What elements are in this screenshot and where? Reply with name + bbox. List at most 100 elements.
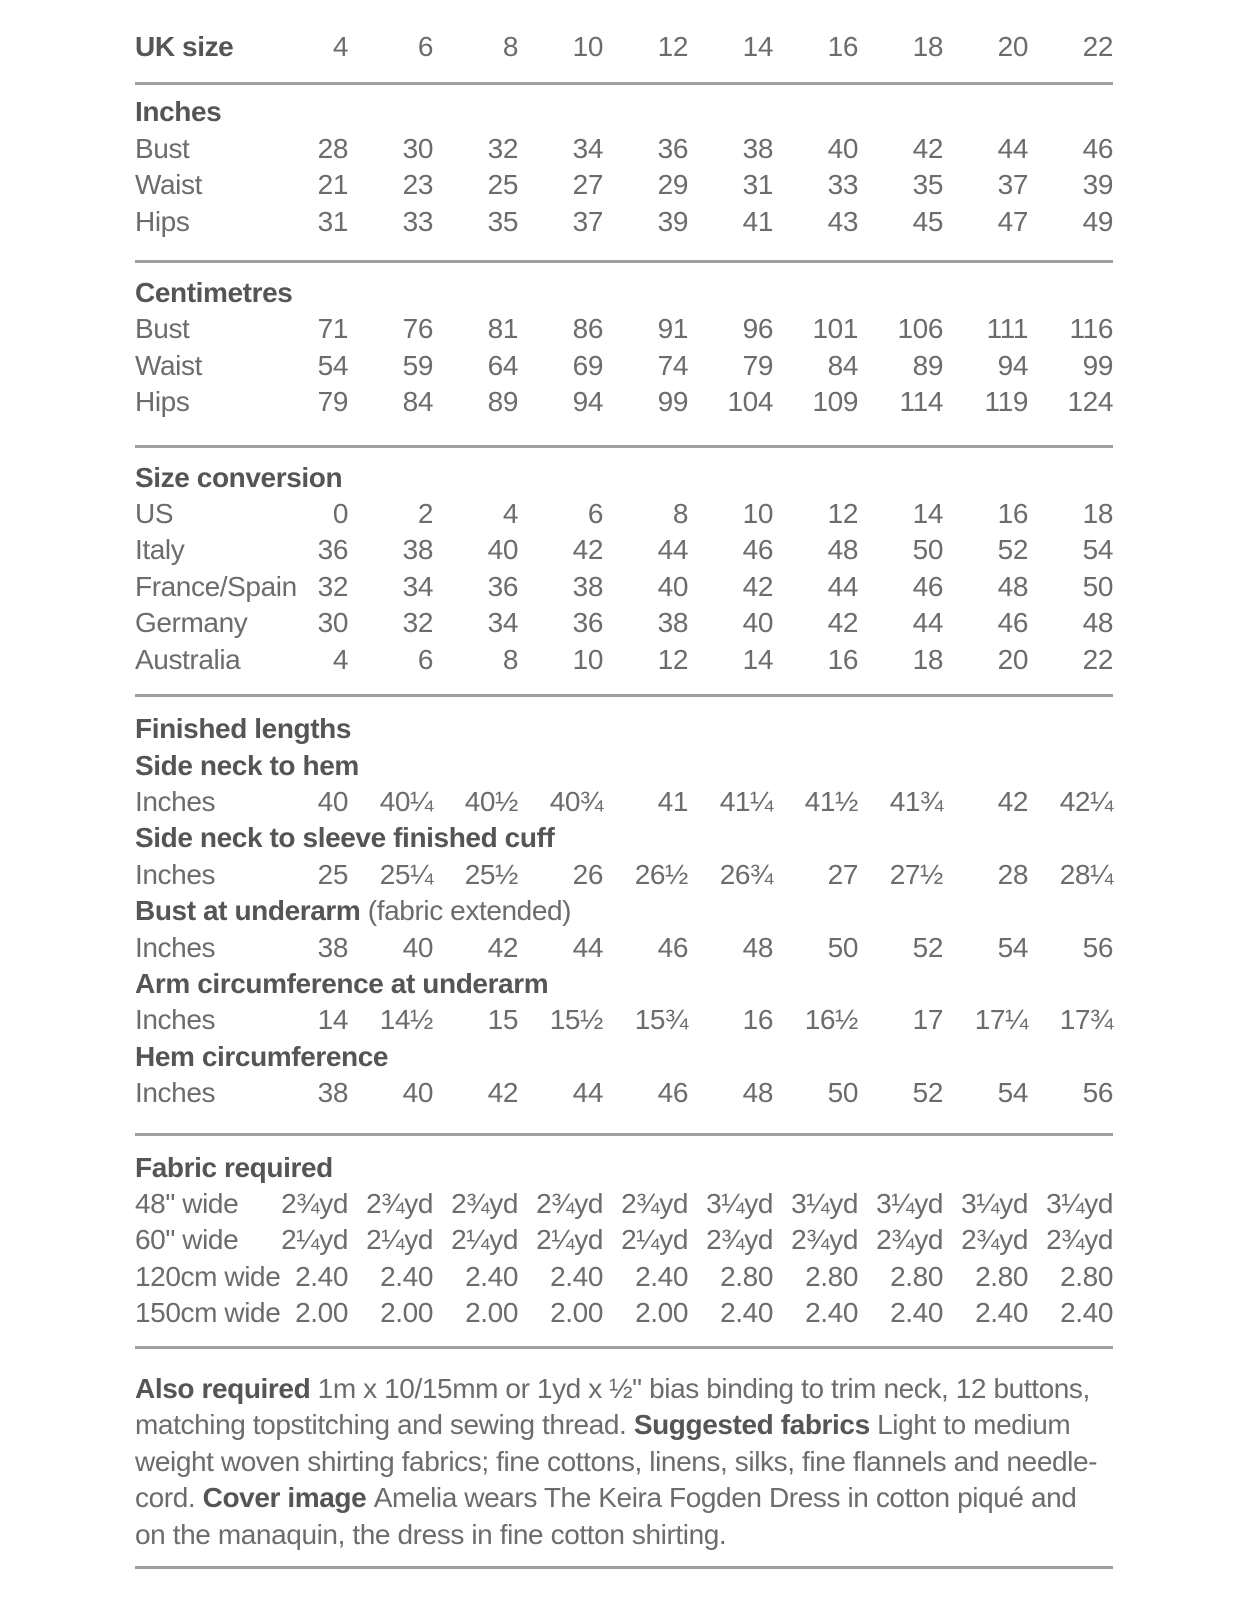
cell-value: 46	[997, 607, 1029, 639]
cell-value: 2¾yd	[706, 1224, 773, 1256]
row-label: Inches	[135, 931, 216, 963]
table-row: Germany 30 32 34 36 38 40 42 44 46 48	[135, 605, 1113, 641]
cell-value: 119	[984, 386, 1029, 418]
cell-value: 2¾yd	[876, 1224, 943, 1256]
cell-value: 84	[827, 349, 859, 381]
cell-value: 25¼	[379, 858, 434, 890]
cell-value: 6	[417, 31, 434, 62]
table-row: 120cm wide 2.40 2.40 2.40 2.40 2.40 2.80 2.80 2.…	[135, 1259, 1113, 1295]
cell-value: 2¾yd	[281, 1187, 348, 1219]
cell-value: 54	[997, 1077, 1029, 1109]
cell-value: 46	[912, 570, 944, 602]
cell-value: 101	[812, 313, 858, 345]
cell-value: 79	[317, 386, 349, 418]
cell-value: 2¼yd	[281, 1224, 348, 1256]
cell-value: 40¾	[549, 785, 604, 817]
cell-value: 86	[572, 313, 604, 345]
cell-value: 22	[1082, 31, 1114, 62]
cell-value: 94	[572, 386, 604, 418]
cell-value: 48	[997, 570, 1029, 602]
notes-text-segment: Light to medium weight woven shirting fa…	[135, 1409, 1098, 1514]
table-row: France/Spain 32 34 36 38 40 42 44 46 48 50	[135, 569, 1113, 605]
cell-value: 2¾yd	[536, 1187, 603, 1219]
cell-value: 14	[317, 1004, 349, 1036]
cell-value: 12	[657, 31, 689, 62]
cell-value: 64	[487, 349, 519, 381]
row-label: Waist	[135, 349, 202, 381]
cell-value: 41	[742, 205, 774, 237]
notes-text-segment: Amelia wears The Keira Fogden Dress in c…	[135, 1482, 1077, 1550]
notes-bold-segment: Cover image	[202, 1482, 374, 1514]
cell-value: 2.00	[380, 1297, 433, 1329]
cell-value: 2.40	[890, 1297, 943, 1329]
measurement-subheading: Side neck to hem	[135, 748, 1113, 784]
cell-value: 89	[912, 349, 944, 381]
notes-text-segment: 1m x 10/15mm or 1yd x ½" bias binding to…	[135, 1372, 1090, 1441]
cell-value: 99	[657, 386, 689, 418]
row-label: 150cm wide	[135, 1297, 281, 1329]
cell-value: 44	[572, 1077, 604, 1109]
cell-value: 41¼	[719, 785, 774, 817]
cell-value: 16	[827, 643, 859, 675]
cell-value: 12	[657, 643, 689, 675]
cell-value: 2.00	[295, 1297, 348, 1329]
cell-value: 2.80	[1060, 1260, 1113, 1292]
cell-value: 40	[402, 931, 434, 963]
cell-value: 71	[317, 313, 349, 345]
row-label: Inches	[135, 785, 216, 817]
cell-value: 48	[742, 931, 774, 963]
cell-value: 40½	[464, 785, 519, 817]
notes-paragraph: Also required 1m x 10/15mm or 1yd x ½" b…	[135, 1349, 1113, 1570]
row-label: France/Spain	[135, 570, 297, 602]
cell-value: 2.40	[550, 1260, 603, 1292]
section-heading: Centimetres	[135, 277, 293, 309]
cell-value: 10	[742, 498, 774, 530]
cell-value: 20	[997, 31, 1029, 62]
cell-value: 40¼	[379, 785, 434, 817]
row-label: Bust	[135, 132, 190, 164]
cell-value: 3¼yd	[791, 1187, 858, 1219]
cell-value: 42	[487, 931, 519, 963]
cell-value: 69	[572, 349, 604, 381]
cell-value: 30	[402, 132, 434, 164]
cell-value: 2.40	[975, 1297, 1028, 1329]
cell-value: 44	[997, 132, 1029, 164]
cell-value: 34	[402, 570, 434, 602]
cell-value: 2¼yd	[621, 1224, 688, 1256]
cell-value: 36	[657, 132, 689, 164]
table-row: Inches 25 25¼ 25½ 26 26½ 26¾ 27 27½ 28 28¼	[135, 857, 1113, 893]
cell-value: 46	[1082, 132, 1114, 164]
size-chart-sections: UK size 4 6 8 10 12 14 16 18 20 22 Inches Bust 28 30 32…	[135, 22, 1113, 1349]
notes-bold-segment: Suggested fabrics	[633, 1409, 878, 1441]
cell-value: 36	[317, 534, 349, 566]
cell-value: 50	[912, 534, 944, 566]
cell-value: 2¼yd	[366, 1224, 433, 1256]
cell-value: 104	[727, 386, 773, 418]
cell-value: 54	[317, 349, 349, 381]
table-row: US 0 2 4 6 8 10 12 14 16 18	[135, 496, 1113, 532]
centimetres-section: Centimetres Bust 71 76 81 86 91 96 101 106 111 116 W…	[135, 263, 1113, 448]
cell-value: 44	[657, 534, 689, 566]
cell-value: 43	[827, 205, 859, 237]
cell-value: 74	[657, 349, 689, 381]
cell-value: 14	[912, 498, 944, 530]
subheading-text: Side neck to hem	[135, 749, 359, 781]
table-row: 60" wide 2¼yd 2¼yd 2¼yd 2¼yd 2¼yd 2¾yd 2¾yd 2¾yd…	[135, 1222, 1113, 1258]
cell-value: 59	[402, 349, 434, 381]
cell-value: 2¾yd	[366, 1187, 433, 1219]
cell-value: 48	[827, 534, 859, 566]
row-label: US	[135, 498, 174, 530]
cell-value: 2¾yd	[961, 1224, 1028, 1256]
cell-value: 54	[997, 931, 1029, 963]
cell-value: 30	[317, 607, 349, 639]
cell-value: 38	[742, 132, 774, 164]
cell-value: 2.40	[1060, 1297, 1113, 1329]
cell-value: 106	[897, 313, 943, 345]
header-section: UK size 4 6 8 10 12 14 16 18 20 22	[135, 22, 1114, 86]
table-row: Hips 79 84 89 94 99 104 109 114 119 124	[135, 384, 1113, 420]
cell-value: 26¾	[719, 858, 774, 890]
cell-value: 2.00	[550, 1297, 603, 1329]
cell-value: 52	[912, 931, 944, 963]
cell-value: 56	[1082, 1077, 1114, 1109]
measurement-subheading: Arm circumference at underarm	[135, 966, 1113, 1002]
